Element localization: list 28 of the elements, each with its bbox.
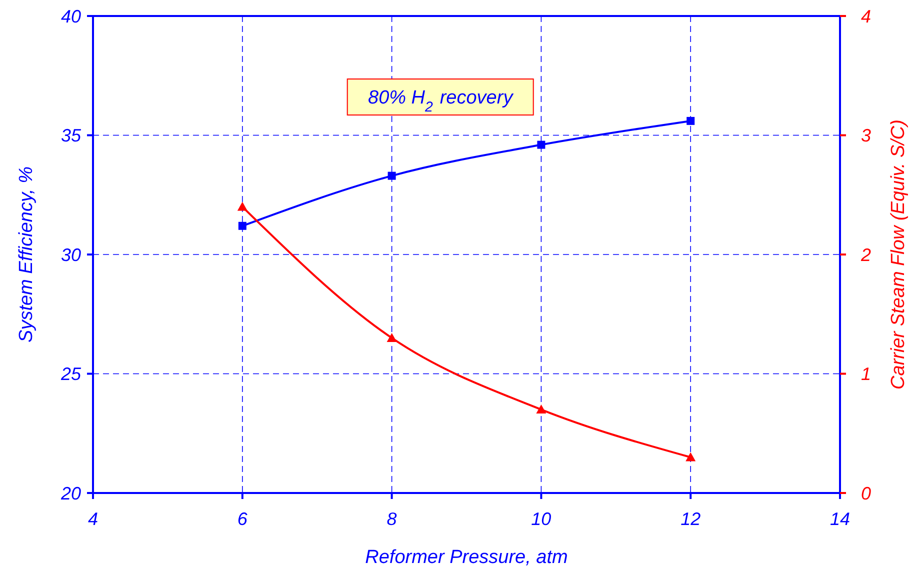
annotation: 80% H$_{2}$ recovery	[368, 88, 514, 116]
point	[388, 172, 396, 180]
y2-tick-label: 1	[860, 364, 872, 384]
point	[536, 404, 546, 414]
x-axis-title: Reformer Pressure, atm	[365, 547, 568, 568]
y2-tick-label: 0	[860, 483, 872, 504]
y2-axis-title: Carrier Steam Flow (Equiv. S/C)	[888, 120, 909, 390]
x-tick-label: 8	[386, 509, 397, 529]
point	[686, 116, 695, 125]
y2-tick-label: 2	[860, 244, 872, 265]
x-tick-label: 14	[830, 509, 850, 529]
x-tick-label: 4	[88, 509, 98, 529]
y-tick-label: 25	[60, 364, 82, 384]
y2-tick-label: 3	[860, 126, 872, 146]
y-tick-label: 30	[60, 244, 81, 265]
point	[237, 202, 248, 211]
x-tick-label: 12	[680, 509, 701, 529]
point	[238, 222, 246, 230]
point	[686, 452, 696, 462]
y-tick-label: 40	[60, 6, 81, 26]
point	[537, 140, 546, 149]
y-axis-title: System Efficiency, %	[16, 166, 37, 342]
y-tick-label: 20	[60, 483, 81, 504]
y-tick-label: 35	[60, 126, 82, 146]
point	[386, 332, 397, 342]
x-tick-label: 6	[237, 509, 248, 529]
y2-tick-label: 4	[860, 6, 872, 26]
x-tick-label: 10	[531, 509, 552, 529]
